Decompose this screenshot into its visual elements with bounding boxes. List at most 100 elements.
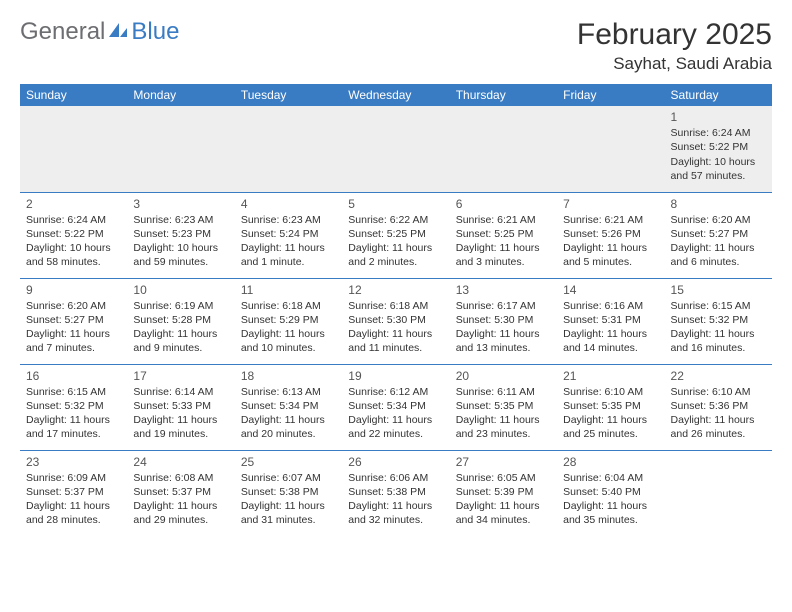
calendar-body: 1Sunrise: 6:24 AMSunset: 5:22 PMDaylight… [20, 106, 772, 536]
calendar-cell [557, 106, 664, 192]
logo: General Blue [20, 18, 179, 46]
day-header: Monday [127, 84, 234, 106]
calendar-cell: 5Sunrise: 6:22 AMSunset: 5:25 PMDaylight… [342, 192, 449, 278]
cell-daylight1: Daylight: 11 hours [241, 413, 336, 427]
cell-sunset: Sunset: 5:38 PM [348, 485, 443, 499]
month-title: February 2025 [577, 18, 772, 52]
day-number: 6 [456, 196, 551, 212]
cell-sunset: Sunset: 5:40 PM [563, 485, 658, 499]
cell-daylight2: and 11 minutes. [348, 341, 443, 355]
day-number: 3 [133, 196, 228, 212]
day-number: 9 [26, 282, 121, 298]
calendar-cell [342, 106, 449, 192]
cell-daylight1: Daylight: 10 hours [26, 241, 121, 255]
cell-daylight2: and 1 minute. [241, 255, 336, 269]
day-number: 5 [348, 196, 443, 212]
day-number: 18 [241, 368, 336, 384]
cell-sunset: Sunset: 5:22 PM [671, 140, 766, 154]
cell-sunrise: Sunrise: 6:18 AM [241, 299, 336, 313]
cell-sunset: Sunset: 5:30 PM [456, 313, 551, 327]
day-number: 2 [26, 196, 121, 212]
cell-sunset: Sunset: 5:23 PM [133, 227, 228, 241]
calendar-cell: 11Sunrise: 6:18 AMSunset: 5:29 PMDayligh… [235, 278, 342, 364]
logo-sail-icon [107, 21, 129, 42]
cell-daylight2: and 28 minutes. [26, 513, 121, 527]
cell-daylight1: Daylight: 11 hours [348, 327, 443, 341]
day-number: 24 [133, 454, 228, 470]
cell-sunrise: Sunrise: 6:11 AM [456, 385, 551, 399]
day-number: 27 [456, 454, 551, 470]
cell-sunrise: Sunrise: 6:13 AM [241, 385, 336, 399]
day-header: Wednesday [342, 84, 449, 106]
day-number: 11 [241, 282, 336, 298]
cell-daylight2: and 59 minutes. [133, 255, 228, 269]
calendar-cell: 4Sunrise: 6:23 AMSunset: 5:24 PMDaylight… [235, 192, 342, 278]
cell-daylight2: and 32 minutes. [348, 513, 443, 527]
cell-daylight2: and 10 minutes. [241, 341, 336, 355]
cell-daylight1: Daylight: 11 hours [563, 499, 658, 513]
calendar-cell: 1Sunrise: 6:24 AMSunset: 5:22 PMDaylight… [665, 106, 772, 192]
cell-daylight1: Daylight: 11 hours [456, 413, 551, 427]
calendar-cell: 9Sunrise: 6:20 AMSunset: 5:27 PMDaylight… [20, 278, 127, 364]
calendar-cell: 20Sunrise: 6:11 AMSunset: 5:35 PMDayligh… [450, 364, 557, 450]
cell-sunrise: Sunrise: 6:21 AM [563, 213, 658, 227]
calendar-cell: 27Sunrise: 6:05 AMSunset: 5:39 PMDayligh… [450, 450, 557, 536]
cell-daylight2: and 13 minutes. [456, 341, 551, 355]
day-number: 22 [671, 368, 766, 384]
cell-sunset: Sunset: 5:24 PM [241, 227, 336, 241]
calendar-cell: 10Sunrise: 6:19 AMSunset: 5:28 PMDayligh… [127, 278, 234, 364]
cell-daylight1: Daylight: 11 hours [348, 499, 443, 513]
cell-sunset: Sunset: 5:31 PM [563, 313, 658, 327]
cell-daylight1: Daylight: 11 hours [241, 241, 336, 255]
cell-daylight2: and 16 minutes. [671, 341, 766, 355]
day-header: Thursday [450, 84, 557, 106]
cell-daylight2: and 3 minutes. [456, 255, 551, 269]
day-number: 21 [563, 368, 658, 384]
cell-sunrise: Sunrise: 6:14 AM [133, 385, 228, 399]
day-number: 26 [348, 454, 443, 470]
day-number: 8 [671, 196, 766, 212]
cell-sunset: Sunset: 5:30 PM [348, 313, 443, 327]
calendar-week-row: 16Sunrise: 6:15 AMSunset: 5:32 PMDayligh… [20, 364, 772, 450]
calendar-cell: 12Sunrise: 6:18 AMSunset: 5:30 PMDayligh… [342, 278, 449, 364]
cell-sunrise: Sunrise: 6:18 AM [348, 299, 443, 313]
calendar-cell: 16Sunrise: 6:15 AMSunset: 5:32 PMDayligh… [20, 364, 127, 450]
calendar-cell: 19Sunrise: 6:12 AMSunset: 5:34 PMDayligh… [342, 364, 449, 450]
calendar-cell: 22Sunrise: 6:10 AMSunset: 5:36 PMDayligh… [665, 364, 772, 450]
calendar-cell: 13Sunrise: 6:17 AMSunset: 5:30 PMDayligh… [450, 278, 557, 364]
title-block: February 2025 Sayhat, Saudi Arabia [577, 18, 772, 74]
cell-daylight2: and 17 minutes. [26, 427, 121, 441]
cell-daylight1: Daylight: 11 hours [348, 241, 443, 255]
cell-sunrise: Sunrise: 6:08 AM [133, 471, 228, 485]
calendar-cell: 25Sunrise: 6:07 AMSunset: 5:38 PMDayligh… [235, 450, 342, 536]
calendar-cell [235, 106, 342, 192]
cell-sunset: Sunset: 5:39 PM [456, 485, 551, 499]
cell-daylight1: Daylight: 11 hours [671, 327, 766, 341]
cell-sunset: Sunset: 5:29 PM [241, 313, 336, 327]
calendar-cell: 8Sunrise: 6:20 AMSunset: 5:27 PMDaylight… [665, 192, 772, 278]
logo-text-blue: Blue [131, 18, 179, 46]
cell-daylight1: Daylight: 11 hours [26, 327, 121, 341]
cell-daylight2: and 2 minutes. [348, 255, 443, 269]
cell-daylight2: and 5 minutes. [563, 255, 658, 269]
cell-sunrise: Sunrise: 6:07 AM [241, 471, 336, 485]
cell-sunrise: Sunrise: 6:20 AM [26, 299, 121, 313]
cell-daylight2: and 14 minutes. [563, 341, 658, 355]
cell-daylight2: and 58 minutes. [26, 255, 121, 269]
cell-sunrise: Sunrise: 6:10 AM [671, 385, 766, 399]
cell-daylight2: and 7 minutes. [26, 341, 121, 355]
cell-sunset: Sunset: 5:34 PM [348, 399, 443, 413]
day-number: 16 [26, 368, 121, 384]
cell-sunrise: Sunrise: 6:19 AM [133, 299, 228, 313]
cell-sunrise: Sunrise: 6:04 AM [563, 471, 658, 485]
cell-sunset: Sunset: 5:27 PM [671, 227, 766, 241]
cell-daylight2: and 34 minutes. [456, 513, 551, 527]
calendar-week-row: 2Sunrise: 6:24 AMSunset: 5:22 PMDaylight… [20, 192, 772, 278]
cell-daylight2: and 9 minutes. [133, 341, 228, 355]
cell-sunset: Sunset: 5:34 PM [241, 399, 336, 413]
cell-daylight1: Daylight: 11 hours [133, 327, 228, 341]
cell-sunrise: Sunrise: 6:12 AM [348, 385, 443, 399]
cell-sunset: Sunset: 5:25 PM [348, 227, 443, 241]
cell-sunrise: Sunrise: 6:23 AM [133, 213, 228, 227]
day-number: 28 [563, 454, 658, 470]
